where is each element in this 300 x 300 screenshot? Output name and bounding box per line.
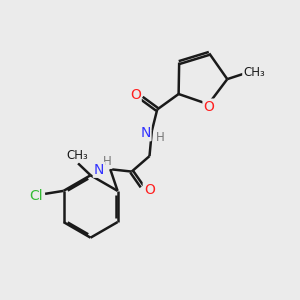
- Text: H: H: [156, 131, 165, 144]
- Text: O: O: [203, 100, 214, 114]
- Text: N: N: [94, 163, 104, 177]
- Text: N: N: [140, 126, 151, 140]
- Text: CH₃: CH₃: [67, 148, 88, 162]
- Text: CH₃: CH₃: [243, 66, 265, 79]
- Text: Cl: Cl: [29, 189, 43, 202]
- Text: H: H: [103, 155, 112, 168]
- Text: O: O: [130, 88, 141, 102]
- Text: O: O: [144, 183, 154, 197]
